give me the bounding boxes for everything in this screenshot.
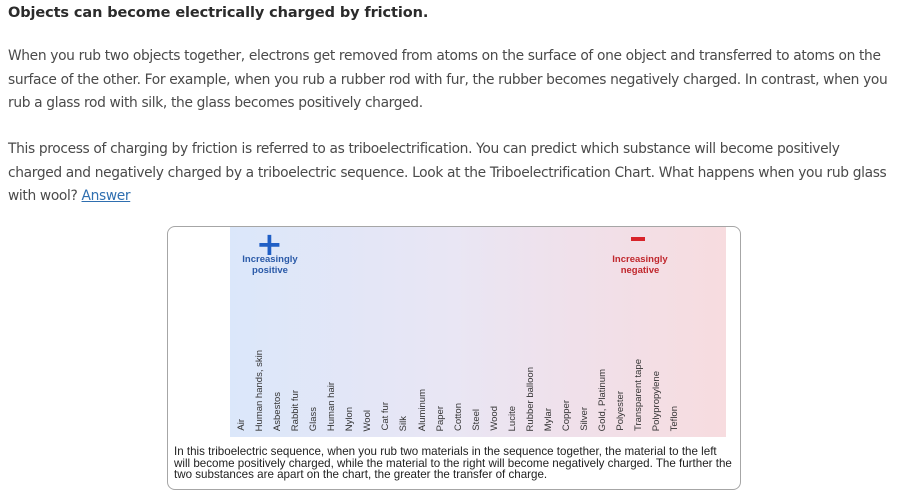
material-label-text: Mylar [542,407,554,431]
material-label-text: Glass [308,406,320,431]
material-label: Silver [577,271,593,431]
material-label-text: Nylon [344,406,356,431]
intro-paragraph: When you rub two objects together, elect… [8,48,888,111]
material-label: Nylon [342,271,358,431]
material-label-text: Teflon [669,405,681,431]
material-label-text: Human hands, skin [254,349,266,431]
material-label: Polypropylene [649,271,665,431]
material-label-text: Paper [434,405,446,431]
material-label: Asbestos [270,271,286,431]
material-label-text: Asbestos [272,391,284,431]
triboelectric-paragraph-text: This process of charging by friction is … [8,141,887,204]
material-label-text: Wood [488,406,500,431]
negative-end-label: Increasingly negative [612,254,668,276]
material-sequence: Air Human hands, skin Asbestos Rabbit fur Gl… [234,227,718,435]
material-label: Cotton [451,271,467,431]
charge-gradient-band [230,227,726,437]
material-label-text: Wool [362,409,374,431]
material-label: Copper [559,271,575,431]
minus-icon [631,227,653,241]
material-label-text: Rabbit fur [290,389,302,431]
triboelectric-paragraph: This process of charging by friction is … [8,138,896,209]
section-heading: Objects can become electrically charged … [8,5,429,21]
material-label: Mylar [541,271,557,431]
material-label: Rubber balloon [523,271,539,431]
answer-link[interactable]: Answer [81,188,131,204]
material-label-text: Lucite [506,405,518,431]
material-label: Silk [396,271,412,431]
material-label: Human hair [324,271,340,431]
material-label-text: Air [236,419,247,431]
material-label-text: Gold, Platinum [597,368,608,431]
material-label: Polyester [613,271,629,431]
material-label-text: Silk [398,415,410,431]
material-label-text: Polyester [615,391,627,431]
material-label: Gold, Platinum [595,271,611,431]
material-label: Cat fur [378,271,394,431]
material-label-text: Polypropylene [651,370,663,431]
material-label-text: Silver [578,407,590,431]
material-label: Human hands, skin [252,271,268,431]
plus-icon: + [256,226,283,263]
material-label-text: Transparent tape [633,359,645,431]
material-label: Transparent tape [631,271,647,431]
material-label: Glass [306,271,322,431]
material-label-text: Human hair [326,381,338,431]
material-label: Paper [433,271,449,431]
material-label: Steel [469,271,485,431]
material-label-text: Aluminum [416,388,428,431]
material-label-text: Cat fur [380,402,392,431]
material-label: Rabbit fur [288,271,304,431]
material-label: Lucite [505,271,521,431]
material-label: Aluminum [415,271,431,431]
material-label: Wood [487,271,503,431]
material-label: Air [234,271,250,431]
material-label-text: Rubber balloon [524,366,536,431]
chart-caption: In this triboelectric sequence, when you… [174,445,732,481]
material-label-text: Steel [470,409,482,431]
material-label-text: Cotton [452,403,464,431]
triboelectrification-chart: + Increasingly positive Increasingly neg… [167,226,741,490]
positive-end-label: Increasingly positive [242,254,298,276]
material-label-text: Copper [560,399,572,431]
material-label: Wool [360,271,376,431]
material-label: Teflon [667,271,683,431]
